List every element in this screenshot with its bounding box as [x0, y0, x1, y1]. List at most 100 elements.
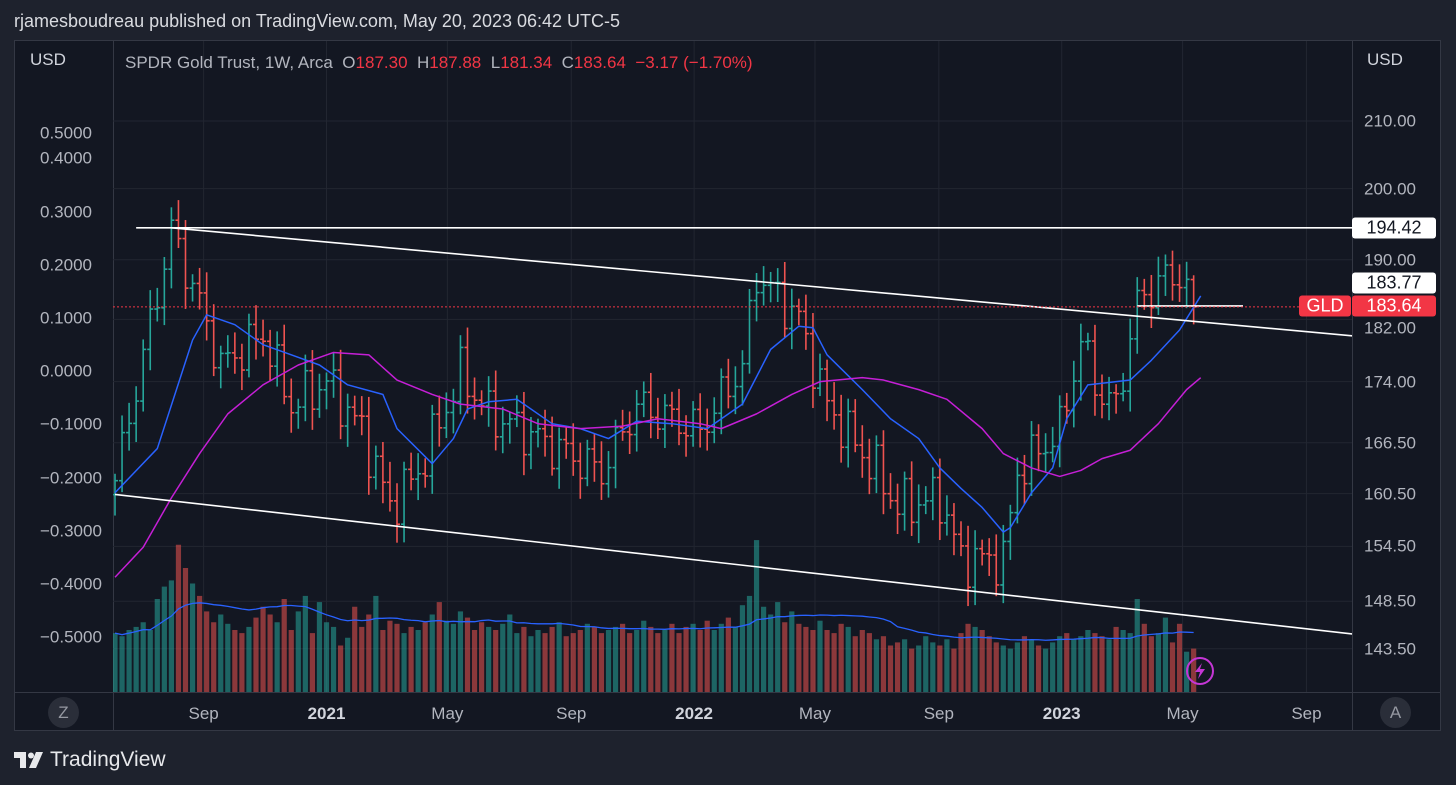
ohlc-bar	[351, 395, 358, 426]
volume-bar	[598, 633, 605, 692]
ohlc-bar	[189, 274, 196, 302]
volume-bar	[993, 642, 999, 692]
volume-bar	[415, 630, 421, 692]
trendline-upper-descending	[171, 227, 1352, 337]
volume-bar	[1134, 599, 1140, 692]
volume-ma	[114, 602, 1194, 641]
volume-bar	[288, 630, 294, 692]
volume-bar	[528, 636, 534, 692]
volume-bar	[605, 630, 612, 692]
volume-bar	[422, 622, 428, 692]
ohlc-bar	[605, 451, 612, 498]
volume-bar	[113, 633, 118, 692]
ohlc-bar	[584, 439, 591, 487]
volume-bar	[704, 620, 710, 692]
tradingview-logo[interactable]: TradingView	[14, 748, 166, 772]
volume-bar	[168, 580, 174, 692]
volume-bar	[394, 623, 400, 692]
volume-bar	[352, 606, 358, 692]
volume-bar	[979, 630, 985, 692]
ohlc-bar	[704, 408, 711, 451]
right-axis-tick: 154.50	[1364, 536, 1416, 556]
ohlc-bar	[824, 359, 831, 422]
volume-bar	[909, 648, 915, 692]
right-axis-tick: 210.00	[1364, 111, 1416, 131]
ohlc-bar	[753, 272, 760, 322]
left-axis-tick: 0.0000	[40, 361, 92, 381]
left-axis-tick: 0.5000	[40, 123, 92, 143]
volume-bar	[119, 636, 125, 692]
ohlc-bar	[732, 366, 739, 415]
ohlc-bar	[168, 207, 175, 289]
ohlc-bar	[344, 393, 351, 447]
volume-bar	[1021, 636, 1028, 692]
ohlc-bar	[450, 388, 457, 434]
ohlc-bar	[1141, 278, 1148, 310]
volume-bar	[817, 620, 823, 692]
left-axis-currency: USD	[30, 50, 66, 69]
volume-bar	[916, 645, 922, 692]
volume-bar	[796, 623, 802, 692]
volume-bar	[443, 620, 449, 692]
ohlc-bar	[253, 305, 259, 360]
volume-bar	[514, 633, 520, 692]
volume-bar	[1120, 630, 1126, 692]
ohlc-bar	[556, 427, 563, 489]
ohlc-bar	[788, 288, 795, 350]
right-price-axis[interactable]: 210.00 200.00 190.00 182.00 174.00 166.50 160.…	[1352, 41, 1442, 692]
ohlc-bar	[288, 378, 295, 433]
ohlc-bar	[394, 483, 400, 543]
volume-bar	[1028, 639, 1035, 692]
ohlc-bar	[866, 438, 873, 495]
time-axis[interactable]: Sep 2021 May Sep 2022 May Sep 2023 May Sep	[113, 692, 1352, 732]
ohlc-bar	[1176, 264, 1183, 302]
ohlc-bar	[972, 530, 979, 606]
volume-bar	[1092, 633, 1098, 692]
ohlc-bar	[979, 539, 986, 566]
auto-scale-left-button[interactable]: Z	[48, 697, 79, 728]
change-value: −3.17 (−1.70%)	[635, 53, 753, 72]
ohlc-bar	[887, 473, 894, 509]
ohlc-bar	[626, 411, 633, 455]
volume-bar	[1043, 648, 1049, 692]
volume-bar	[789, 611, 795, 692]
ohlc-bar	[499, 406, 506, 454]
ohlc-bar	[1148, 274, 1155, 329]
volume-bar	[330, 626, 337, 692]
ohlc-bar	[408, 452, 415, 491]
time-axis-tick: Sep	[556, 704, 587, 723]
auto-scale-right-button[interactable]: A	[1380, 697, 1411, 728]
volume-bar	[944, 639, 950, 692]
ohlc-bar	[309, 350, 316, 430]
right-axis-divider	[1352, 41, 1353, 731]
ohlc-bar	[224, 335, 231, 368]
volume-bar	[951, 648, 957, 692]
lightning-icon[interactable]	[1186, 657, 1214, 685]
volume-bar	[267, 614, 273, 692]
volume-bar	[161, 586, 167, 692]
price-chart[interactable]	[113, 41, 1352, 692]
close-value: 183.64	[573, 53, 626, 72]
volume-bar	[986, 636, 992, 692]
symbol-legend: SPDR Gold Trust, 1W, Arca O187.30 H187.8…	[125, 53, 753, 73]
ohlc-bar	[690, 401, 697, 447]
left-price-axis[interactable]: 0.5000 0.4000 0.3000 0.2000 0.1000 0.0000 −0.1…	[14, 41, 113, 692]
ohlc-bar	[965, 525, 972, 607]
left-axis-tick: −0.5000	[40, 627, 102, 647]
volume-bar	[810, 630, 816, 692]
time-axis-tick: 2021	[307, 704, 346, 723]
volume-bar	[507, 614, 513, 692]
trendline-lower-descending	[114, 493, 1352, 635]
volume-bar	[1155, 633, 1161, 692]
right-axis-tick: 143.50	[1364, 639, 1416, 659]
volume-bar	[175, 544, 182, 692]
ohlc-bar	[140, 339, 147, 412]
volume-bar	[1148, 636, 1154, 692]
volume-bar	[1071, 639, 1077, 692]
volume-bar	[464, 617, 471, 692]
volume-ma-line	[114, 602, 1194, 641]
ohlc-bar	[598, 441, 605, 500]
ohlc-bar	[668, 391, 675, 427]
ohlc-bar	[894, 483, 901, 535]
volume-bar	[697, 630, 703, 692]
